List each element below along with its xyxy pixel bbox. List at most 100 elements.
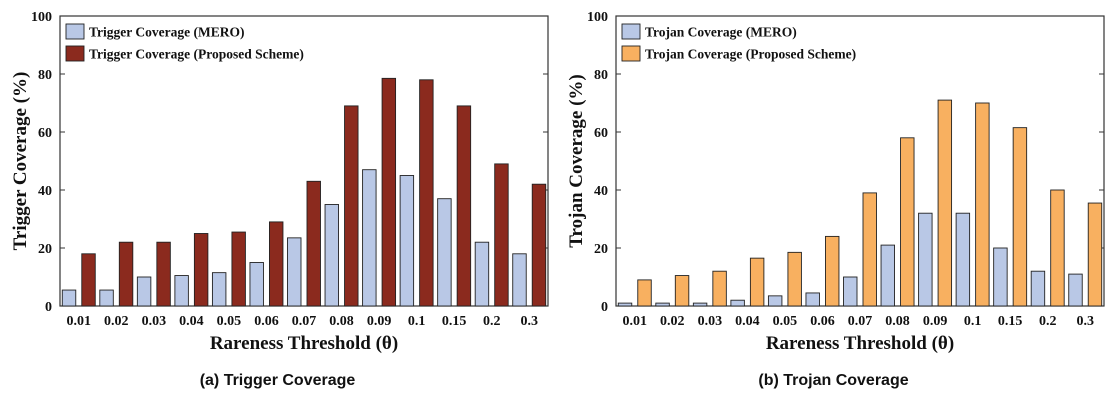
x-tick-label: 0.07 (292, 314, 317, 329)
chart-panel-trigger-coverage: 0 20 40 60 80 100 0.01 0.02 0.03 0.04 0.05 0.06 0.07… (0, 0, 555, 399)
bar-proposed-0.01 (637, 279, 652, 307)
bar-mero-0.03 (692, 302, 708, 307)
bar-mero-0.3 (512, 253, 527, 307)
bar-mero-0.1 (399, 175, 415, 307)
bar-proposed-0.01 (81, 253, 96, 307)
x-axis-title: Rareness Threshold (θ) (210, 333, 398, 354)
x-tick-label: 0.02 (660, 314, 685, 329)
x-tick-label: 0.3 (1076, 314, 1094, 329)
trigger-coverage-chart: 0 20 40 60 80 100 0.01 0.02 0.03 0.04 0.05 0.06 0.07… (10, 10, 549, 354)
x-tick-label: 0.09 (367, 314, 392, 329)
bar-proposed-0.06 (825, 235, 840, 307)
bar-proposed-0.03 (156, 241, 171, 307)
bar-proposed-0.04 (193, 233, 209, 307)
x-tick-label: 0.2 (1039, 314, 1057, 329)
y-tick-label: 60 (38, 126, 52, 141)
x-tick-label: 0.05 (217, 314, 242, 329)
bar-proposed-0.07 (306, 180, 321, 307)
x-tick-label: 0.06 (254, 314, 279, 329)
x-tick-label: 0.06 (810, 314, 835, 329)
bar-mero-0.08 (324, 204, 339, 307)
y-axis-title: Trojan Coverage (%) (566, 74, 587, 247)
legend-swatch-proposed (621, 45, 641, 62)
bar-mero-0.3 (1068, 273, 1083, 307)
y-axis-title: Trigger Coverage (%) (10, 72, 31, 251)
legend-label-mero: Trojan Coverage (MERO) (645, 25, 797, 40)
caption-trojan-coverage: (b) Trojan Coverage (758, 372, 909, 389)
bar-proposed-0.06 (269, 221, 284, 307)
bar-mero-0.09 (918, 212, 933, 307)
bar-proposed-0.15 (1012, 127, 1028, 307)
bar-mero-0.04 (730, 299, 745, 307)
bar-mero-0.05 (211, 272, 227, 307)
bar-mero-0.04 (174, 275, 189, 307)
bar-proposed-0.1 (975, 102, 990, 307)
bar-proposed-0.15 (456, 105, 472, 307)
bar-proposed-0.1 (419, 79, 434, 307)
x-tick-label: 0.1 (408, 314, 426, 329)
y-tick-label: 80 (594, 68, 608, 83)
x-tick-label: 0.04 (179, 314, 204, 329)
x-tick-label: 0.09 (923, 314, 948, 329)
bar-mero-0.2 (474, 241, 490, 307)
bar-proposed-0.2 (494, 163, 509, 307)
x-tick-label: 0.08 (885, 314, 910, 329)
chart-panel-trojan-coverage: 0 20 40 60 80 100 0.01 0.02 0.03 0.04 0.05 0.06 0.07… (556, 0, 1111, 399)
plot-area-frame (59, 15, 549, 307)
legend: Trojan Coverage (MERO) Trojan Coverage (P… (621, 23, 856, 62)
bar-mero-0.02 (655, 302, 670, 307)
x-tick-label: 0.15 (998, 314, 1023, 329)
x-axis-title: Rareness Threshold (θ) (766, 333, 954, 354)
bar-proposed-0.03 (712, 270, 727, 307)
legend-label-mero: Trigger Coverage (MERO) (89, 25, 244, 40)
x-tick-label: 0.05 (773, 314, 798, 329)
bar-proposed-0.09 (937, 99, 953, 307)
bar-mero-0.02 (99, 289, 114, 307)
legend-label-proposed: Trojan Coverage (Proposed Scheme) (645, 47, 856, 62)
bar-mero-0.2 (1030, 270, 1046, 307)
bar-mero-0.01 (61, 289, 77, 307)
bar-mero-0.15 (437, 198, 452, 307)
x-tick-label: 0.1 (964, 314, 982, 329)
x-tick-label: 0.03 (142, 314, 167, 329)
caption-trigger-coverage: (a) Trigger Coverage (199, 372, 356, 389)
bar-mero-0.05 (767, 295, 783, 307)
bar-proposed-0.02 (674, 275, 690, 307)
bar-mero-0.15 (993, 247, 1008, 307)
x-tick-label: 0.02 (104, 314, 129, 329)
bar-proposed-0.04 (749, 257, 765, 307)
bar-mero-0.1 (955, 212, 971, 307)
y-tick-label: 60 (594, 126, 608, 141)
bar-mero-0.06 (249, 262, 264, 307)
bar-mero-0.07 (843, 276, 858, 307)
x-tick-label: 0.01 (623, 314, 648, 329)
bar-mero-0.09 (362, 169, 377, 307)
bar-proposed-0.3 (1087, 202, 1103, 307)
bar-proposed-0.09 (381, 77, 397, 307)
y-tick-label: 0 (601, 300, 608, 315)
legend-swatch-mero (65, 23, 85, 40)
y-tick-label: 100 (31, 10, 52, 25)
x-tick-label: 0.3 (520, 314, 538, 329)
bar-proposed-0.02 (118, 241, 134, 307)
legend-label-proposed: Trigger Coverage (Proposed Scheme) (89, 47, 304, 62)
y-tick-label: 20 (38, 242, 52, 257)
x-tick-label: 0.2 (483, 314, 501, 329)
trojan-coverage-chart: 0 20 40 60 80 100 0.01 0.02 0.03 0.04 0.05 0.06 0.07… (566, 10, 1105, 354)
plot-area-frame (615, 15, 1105, 307)
bar-proposed-0.2 (1050, 189, 1065, 307)
x-tick-label: 0.04 (735, 314, 760, 329)
y-tick-label: 40 (38, 184, 52, 199)
bar-proposed-0.3 (531, 183, 547, 307)
legend-swatch-mero (621, 23, 641, 40)
bar-proposed-0.08 (900, 137, 915, 307)
x-tick-label: 0.03 (698, 314, 723, 329)
y-tick-label: 40 (594, 184, 608, 199)
bar-proposed-0.05 (231, 231, 246, 307)
bar-proposed-0.05 (787, 251, 802, 307)
legend: Trigger Coverage (MERO) Trigger Coverage … (65, 23, 304, 62)
y-tick-label: 100 (587, 10, 608, 25)
legend-swatch-proposed (65, 45, 85, 62)
x-tick-label: 0.15 (442, 314, 467, 329)
bar-mero-0.06 (805, 292, 820, 307)
